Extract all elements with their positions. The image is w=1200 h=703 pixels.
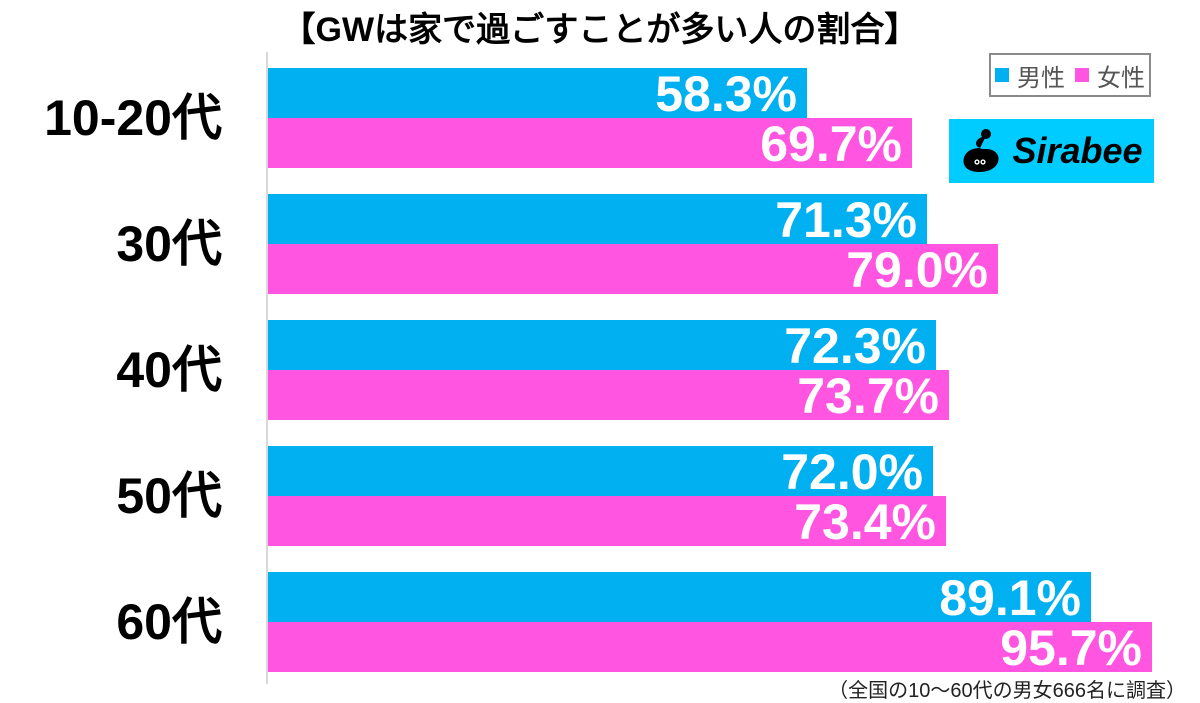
male-bar: 72.3% bbox=[268, 320, 936, 372]
bar-group: 50代 72.0% 73.4% bbox=[0, 446, 1200, 548]
bar-group: 30代 71.3% 79.0% bbox=[0, 194, 1200, 296]
male-bar: 72.0% bbox=[268, 446, 933, 498]
male-bar: 89.1% bbox=[268, 572, 1091, 624]
sirabee-logo: Sirabee bbox=[949, 119, 1154, 183]
male-swatch-icon bbox=[995, 68, 1009, 82]
female-bar: 73.4% bbox=[268, 496, 946, 548]
category-label: 60代 bbox=[116, 594, 222, 650]
female-bar: 95.7% bbox=[268, 622, 1152, 674]
bar-group: 40代 72.3% 73.7% bbox=[0, 320, 1200, 422]
legend-female-label: 女性 bbox=[1097, 64, 1145, 92]
logo-text: Sirabee bbox=[1012, 130, 1143, 171]
legend-male-label: 男性 bbox=[1017, 64, 1065, 92]
female-bar: 73.7% bbox=[268, 370, 949, 422]
category-label: 30代 bbox=[116, 216, 222, 272]
female-bar: 69.7% bbox=[268, 118, 912, 170]
male-bar: 58.3% bbox=[268, 68, 807, 120]
y-axis-line bbox=[266, 52, 268, 684]
swan-icon bbox=[963, 129, 1000, 172]
category-label: 50代 bbox=[116, 468, 222, 524]
bar-group: 10-20代 58.3% 69.7% bbox=[0, 68, 1200, 170]
legend: 男性 女性 bbox=[989, 53, 1151, 97]
survey-note: （全国の10～60代の男女666名に調査） bbox=[828, 680, 1186, 702]
male-bar: 71.3% bbox=[268, 194, 927, 246]
bar-group: 60代 89.1% 95.7% bbox=[0, 572, 1200, 674]
category-label: 40代 bbox=[116, 342, 222, 398]
female-bar: 79.0% bbox=[268, 244, 998, 296]
chart-title: 【GWは家で過ごすことが多い人の割合】 bbox=[281, 11, 919, 49]
category-label: 10-20代 bbox=[44, 90, 222, 146]
female-swatch-icon bbox=[1075, 68, 1089, 82]
